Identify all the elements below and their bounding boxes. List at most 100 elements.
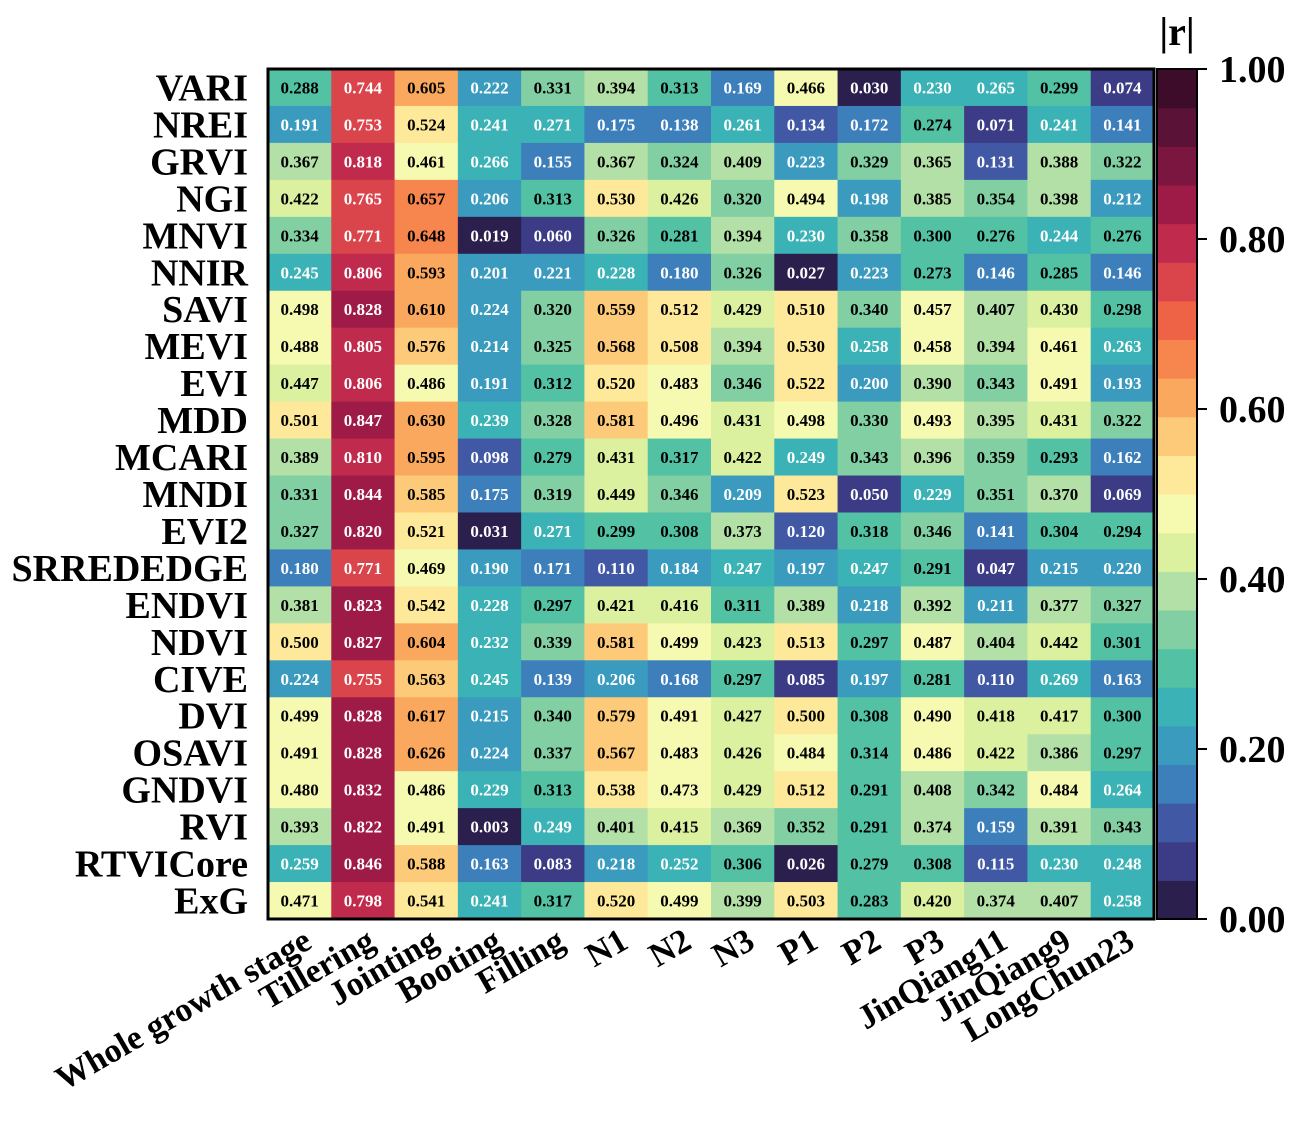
cell-value-label: 0.828 xyxy=(344,300,382,319)
heatmap-cell xyxy=(521,845,586,883)
heatmap-cell xyxy=(394,475,459,514)
heatmap-cell xyxy=(457,549,522,587)
heatmap-cell xyxy=(900,882,965,920)
cell-value-label: 0.490 xyxy=(913,707,951,726)
cell-value-label: 0.832 xyxy=(344,781,382,800)
heatmap-cell xyxy=(1027,845,1092,883)
heatmap-cell xyxy=(1090,697,1155,735)
cell-value-label: 0.427 xyxy=(724,707,763,726)
cell-value-label: 0.191 xyxy=(470,374,508,393)
cell-value-label: 0.370 xyxy=(1040,485,1078,504)
cell-value-label: 0.312 xyxy=(534,374,572,393)
cell-value-label: 0.563 xyxy=(407,670,445,689)
heatmap-cell xyxy=(900,697,965,735)
cell-value-label: 0.146 xyxy=(977,263,1015,282)
heatmap-cell xyxy=(268,808,332,846)
cell-value-label: 0.431 xyxy=(1040,411,1078,430)
cell-value-label: 0.285 xyxy=(1040,263,1078,282)
heatmap-cell xyxy=(647,179,712,218)
heatmap-cell xyxy=(331,69,396,107)
colorbar-swatch xyxy=(1157,107,1197,147)
heatmap-cell xyxy=(711,216,775,255)
cell-value-label: 0.291 xyxy=(850,818,888,837)
heatmap-cell xyxy=(774,142,839,181)
cell-value-label: 0.071 xyxy=(977,115,1015,134)
heatmap-cell xyxy=(584,660,649,698)
heatmap-cell xyxy=(837,290,902,329)
cell-value-label: 0.429 xyxy=(724,781,762,800)
cell-value-label: 0.426 xyxy=(660,189,698,208)
cell-value-label: 0.374 xyxy=(977,892,1016,911)
heatmap-cell xyxy=(837,845,902,883)
heatmap-cell xyxy=(394,105,459,144)
heatmap-cell xyxy=(1090,771,1155,809)
row-label: MCARI xyxy=(115,437,248,479)
heatmap-cell xyxy=(268,660,332,698)
heatmap-cell xyxy=(584,771,649,809)
cell-value-label: 0.293 xyxy=(1040,448,1078,467)
heatmap-cell xyxy=(521,105,586,144)
cell-value-label: 0.297 xyxy=(850,633,889,652)
heatmap-cell xyxy=(711,845,775,883)
heatmap-cell xyxy=(1027,882,1092,920)
heatmap-cell xyxy=(711,808,775,846)
heatmap-cell xyxy=(457,438,522,477)
heatmap-cell xyxy=(774,623,839,661)
heatmap-cell xyxy=(584,401,649,440)
colorbar-swatch xyxy=(1157,378,1197,418)
heatmap-cell xyxy=(774,69,839,107)
cell-value-label: 0.771 xyxy=(344,559,382,578)
heatmap-cell xyxy=(394,771,459,809)
row-label: DVI xyxy=(178,696,248,738)
cell-value-label: 0.461 xyxy=(407,152,445,171)
cell-value-label: 0.249 xyxy=(534,818,572,837)
heatmap-cell xyxy=(457,364,522,403)
heatmap-cell xyxy=(837,105,902,144)
cell-value-label: 0.224 xyxy=(281,670,320,689)
heatmap-cell xyxy=(457,327,522,366)
heatmap-cell xyxy=(331,475,396,514)
heatmap-cell xyxy=(900,253,965,292)
heatmap-cell xyxy=(521,69,586,107)
row-label: ExG xyxy=(174,881,248,923)
cell-value-label: 0.252 xyxy=(660,855,698,874)
cell-value-label: 0.324 xyxy=(660,152,699,171)
heatmap-cell xyxy=(964,438,1029,477)
heatmap-cell xyxy=(647,771,712,809)
heatmap-cell xyxy=(964,734,1029,772)
cell-value-label: 0.343 xyxy=(1103,818,1141,837)
cell-value-label: 0.367 xyxy=(597,152,636,171)
colorbar-swatch xyxy=(1157,262,1197,302)
cell-value-label: 0.340 xyxy=(534,707,572,726)
cell-value-label: 0.523 xyxy=(787,485,825,504)
colorbar-swatch xyxy=(1157,532,1197,572)
cell-value-label: 0.458 xyxy=(913,337,951,356)
cell-value-label: 0.822 xyxy=(344,818,382,837)
heatmap-cell xyxy=(964,401,1029,440)
heatmap-cell xyxy=(1027,216,1092,255)
cell-value-label: 0.159 xyxy=(977,818,1015,837)
cell-value-label: 0.326 xyxy=(724,263,762,282)
row-label: RTVICore xyxy=(75,844,248,886)
cell-value-label: 0.322 xyxy=(1103,152,1141,171)
heatmap-cell xyxy=(774,549,839,587)
heatmap-cell xyxy=(268,549,332,587)
heatmap-cell xyxy=(837,549,902,587)
heatmap-cell xyxy=(394,660,459,698)
heatmap-cell xyxy=(584,586,649,624)
heatmap-cell xyxy=(774,438,839,477)
colorbar-swatch xyxy=(1157,184,1197,225)
cell-value-label: 0.180 xyxy=(281,559,319,578)
heatmap-cell xyxy=(331,179,396,218)
heatmap-cell xyxy=(1090,142,1155,181)
cell-value-label: 0.395 xyxy=(977,411,1015,430)
row-label: NGI xyxy=(176,178,248,220)
row-label: RVI xyxy=(180,807,248,849)
heatmap-cell xyxy=(521,734,586,772)
heatmap-cell xyxy=(1090,475,1155,514)
cell-value-label: 0.328 xyxy=(534,411,572,430)
heatmap-cell xyxy=(584,438,649,477)
heatmap-cell xyxy=(331,734,396,772)
heatmap-cell xyxy=(647,105,712,144)
cell-value-label: 0.771 xyxy=(344,226,382,245)
